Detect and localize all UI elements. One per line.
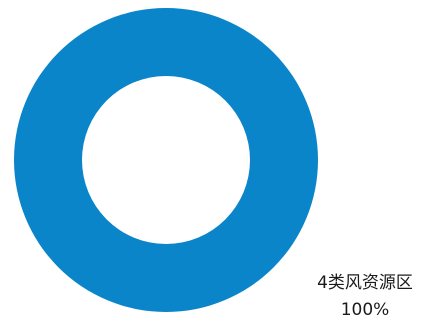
donut-slices [14, 8, 318, 312]
slice-category-label: 4类风资源区 [317, 273, 413, 293]
slice-value-label: 100% [340, 300, 390, 320]
slice-data-label: 4类风资源区 100% [290, 270, 432, 324]
donut-slice-0 [14, 8, 318, 312]
